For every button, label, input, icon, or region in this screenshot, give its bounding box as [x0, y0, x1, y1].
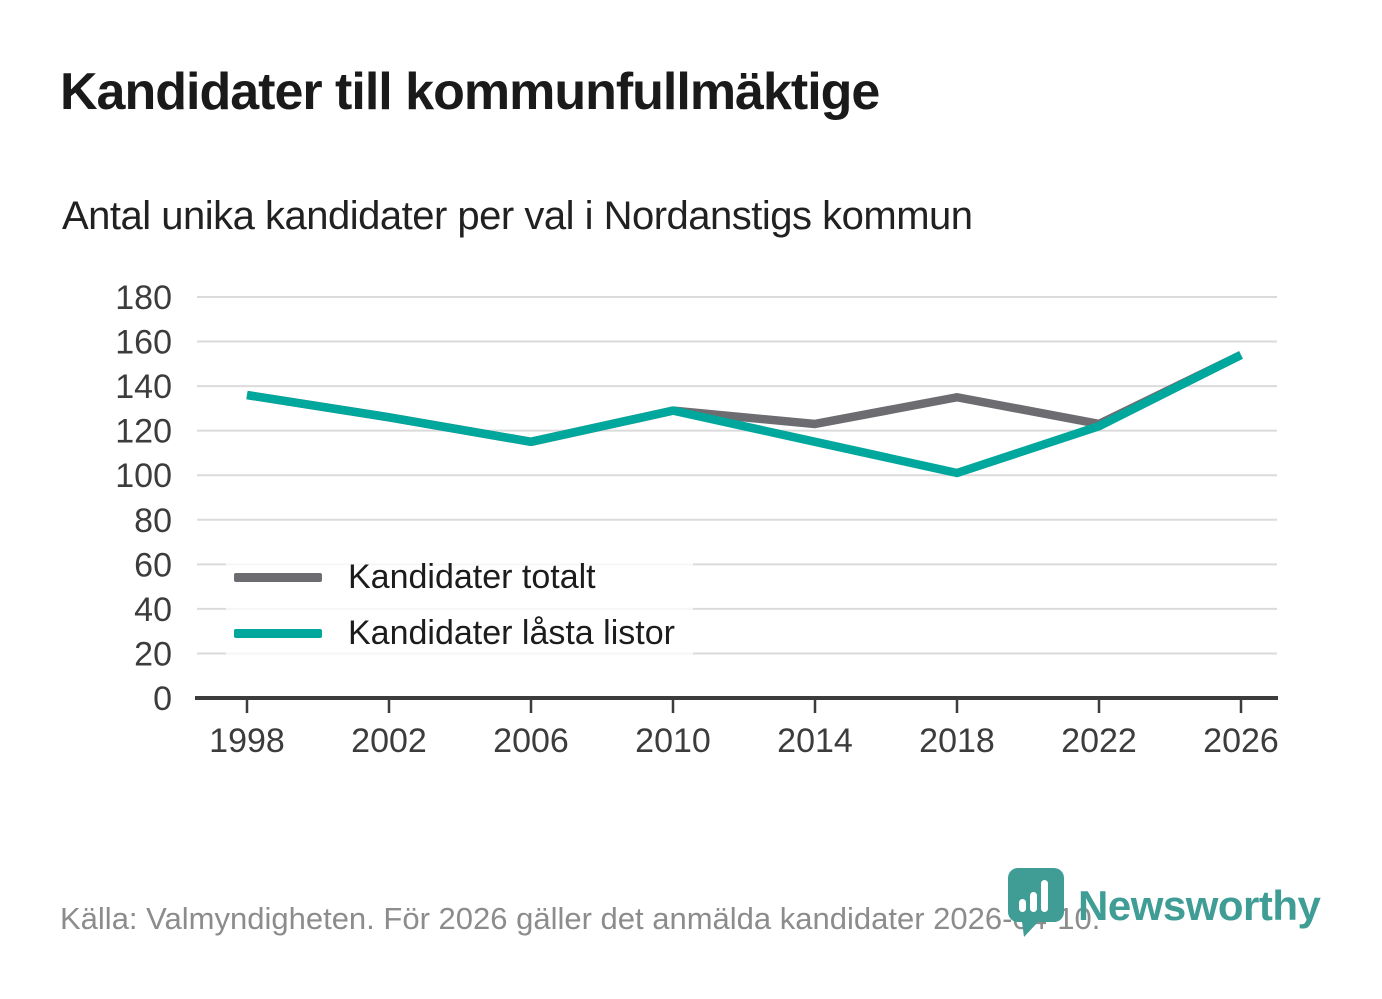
legend-swatch-lasta-listor — [234, 628, 322, 638]
y-axis-tick-label: 140 — [115, 368, 172, 406]
x-axis-tick-label: 2018 — [919, 722, 995, 760]
y-axis-tick-label: 40 — [134, 591, 172, 629]
series-line-1 — [246, 351, 1243, 478]
x-axis-tick-label: 1998 — [209, 722, 285, 760]
legend-item-lasta-listor: Kandidater låsta listor — [234, 611, 675, 655]
y-axis-tick-label: 60 — [134, 546, 172, 584]
x-axis-tick-label: 2006 — [493, 722, 569, 760]
legend-label-lasta-listor: Kandidater låsta listor — [348, 613, 675, 652]
y-axis-tick-label: 180 — [115, 279, 172, 317]
legend-swatch-totalt — [234, 572, 322, 582]
legend-label-totalt: Kandidater totalt — [348, 557, 596, 596]
y-axis-tick-label: 0 — [153, 680, 172, 718]
source-note: Källa: Valmyndigheten. För 2026 gäller d… — [60, 901, 1101, 936]
y-axis-tick-label: 100 — [115, 457, 172, 495]
x-axis-tick-label: 2014 — [777, 722, 853, 760]
x-axis-tick-label: 2022 — [1061, 722, 1137, 760]
y-axis-tick-label: 160 — [115, 324, 172, 362]
y-axis-tick-label: 80 — [134, 502, 172, 540]
newsworthy-pin-barchart-icon — [1008, 868, 1064, 937]
x-axis-tick-label: 2010 — [635, 722, 711, 760]
x-axis-tick-label: 2026 — [1203, 722, 1279, 760]
page-title: Kandidater till kommunfullmäktige — [60, 63, 880, 121]
page-subtitle: Antal unika kandidater per val i Nordans… — [62, 194, 973, 238]
x-axis-tick-label: 2002 — [351, 722, 427, 760]
newsworthy-logo: Newsworthy — [1008, 868, 1321, 938]
chart-legend: Kandidater totalt Kandidater låsta listo… — [226, 549, 693, 665]
legend-item-totalt: Kandidater totalt — [234, 555, 675, 599]
y-axis-tick-label: 20 — [134, 635, 172, 673]
y-axis-tick-label: 120 — [115, 413, 172, 451]
newsworthy-wordmark: Newsworthy — [1078, 882, 1321, 929]
